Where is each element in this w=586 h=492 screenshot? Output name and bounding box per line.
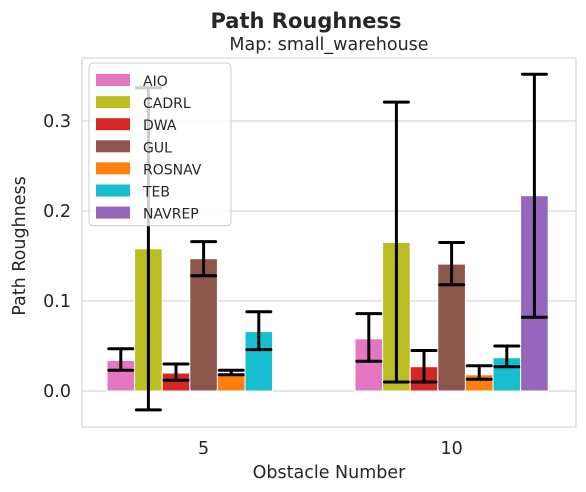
y-tick-label: 0.2 [43,202,71,222]
legend-label: CADRL [143,96,191,112]
x-tick-label: 10 [440,439,462,459]
legend-label: NAVREP [143,207,199,223]
y-axis-ticks: 0.0 0.1 0.2 0.3 [43,112,71,402]
legend-swatch [96,206,130,219]
plot-area-frame [81,57,577,428]
error-bars [107,72,548,412]
y-tick-label: 0.0 [43,382,71,402]
x-axis-label: Obstacle Number [253,463,407,483]
bar [189,258,218,392]
legend-swatch [96,184,130,197]
legend: AIO CADRL DWA GUL ROSNAV TEB NAVREP [88,62,232,227]
legend-swatch [96,74,130,86]
chart-title: Path Roughness [210,9,401,33]
x-tick-label: 5 [198,439,209,459]
legend-swatch [96,118,130,131]
legend-swatch [96,140,130,153]
y-axis-label: Path Roughness [10,176,30,315]
y-tick-label: 0.3 [43,112,71,132]
y-tick-label: 0.1 [43,292,71,312]
legend-label: DWA [143,118,177,134]
chart-subtitle: Map: small_warehouse [229,35,428,55]
legend-swatch [96,162,130,175]
legend-swatch [96,96,130,109]
legend-label: TEB [142,185,170,201]
x-axis-ticks: 5 10 [198,439,463,459]
legend-label: ROSNAV [143,162,202,178]
legend-label: GUL [143,140,172,156]
legend-label: AIO [143,74,168,90]
